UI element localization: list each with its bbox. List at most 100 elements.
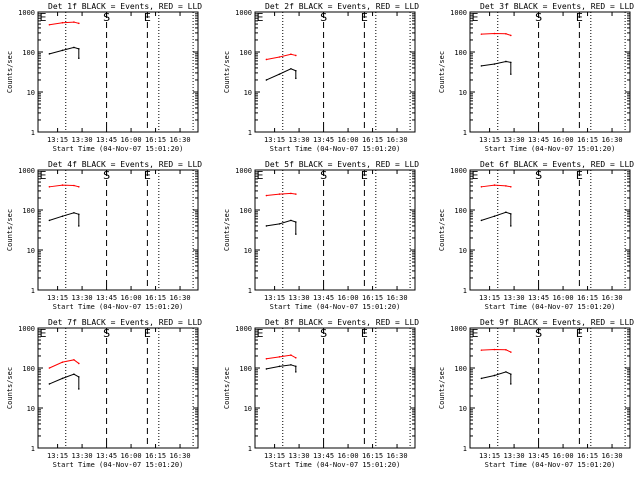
plot-frame	[469, 327, 631, 449]
data-point	[493, 63, 496, 65]
series-lld	[49, 359, 80, 369]
marker-label-E: E	[361, 169, 368, 182]
data-point	[48, 186, 51, 188]
series-events	[49, 46, 80, 59]
data-point	[510, 186, 512, 188]
marker-label-E-left: E	[472, 11, 479, 24]
data-point	[73, 184, 75, 187]
data-point	[265, 225, 268, 227]
marker-label-E: E	[361, 327, 368, 340]
x-tick-label: 16:00	[553, 136, 574, 144]
data-point	[480, 65, 483, 67]
y-tick-label: 1000	[235, 325, 252, 333]
y-tick-label: 10	[27, 405, 35, 413]
y-axis-label: Counts/sec	[438, 209, 446, 251]
series-lld	[481, 33, 511, 36]
x-tick-label: 16:30	[602, 294, 623, 302]
data-point	[78, 362, 80, 365]
y-tick-label: 10	[459, 89, 467, 97]
y-tick-label: 1000	[235, 167, 252, 175]
data-point	[290, 219, 292, 222]
data-point	[78, 48, 80, 50]
marker-label-S: S	[103, 327, 110, 340]
data-point	[265, 357, 268, 360]
x-tick-label: 13:30	[504, 452, 525, 460]
x-tick-label: 13:15	[479, 452, 500, 460]
y-tick-label: 1000	[18, 325, 35, 333]
panel-det-2: Det 2f BLACK = Events, RED = LLD 1 10 100 10…	[223, 2, 419, 153]
y-tick-label: 1000	[450, 325, 467, 333]
panel-det-5: Det 5f BLACK = Events, RED = LLD 1 10 100 10…	[223, 160, 419, 311]
y-tick-label: 1	[248, 287, 252, 295]
x-axis-label: Start Time (04-Nov-07 15:01:20)	[53, 303, 184, 311]
marker-label-S: S	[320, 11, 327, 24]
data-point	[493, 215, 496, 217]
plot-frame	[37, 327, 199, 449]
x-tick-label: 13:45	[313, 136, 334, 144]
data-point	[295, 356, 297, 359]
marker-label-E-left: E	[257, 11, 264, 24]
data-point	[493, 348, 496, 351]
data-point	[78, 225, 80, 227]
series-lld	[49, 184, 79, 188]
x-tick-label: 16:30	[170, 452, 191, 460]
y-tick-label: 10	[244, 405, 252, 413]
x-tick-label: 13:45	[528, 452, 549, 460]
x-tick-label: 16:00	[121, 452, 142, 460]
data-point	[510, 34, 512, 37]
x-tick-label: 16:15	[145, 294, 166, 302]
x-tick-label: 16:15	[577, 452, 598, 460]
y-tick-label: 1000	[18, 9, 35, 17]
series-events	[266, 219, 297, 235]
data-point	[290, 192, 292, 195]
data-point	[480, 219, 483, 222]
x-tick-label: 16:00	[553, 294, 574, 302]
y-tick-label: 100	[22, 365, 35, 373]
x-tick-label: 16:30	[387, 136, 408, 144]
plot-frame	[254, 11, 416, 133]
panel-det-6: Det 6f BLACK = Events, RED = LLD 1 10 100 10…	[438, 160, 634, 311]
marker-label-S: S	[103, 169, 110, 182]
y-tick-label: 1000	[18, 167, 35, 175]
y-tick-label: 100	[22, 207, 35, 215]
y-tick-label: 1	[463, 287, 467, 295]
plot-frame	[37, 11, 199, 133]
y-axis-label: Counts/sec	[6, 51, 14, 93]
marker-label-S: S	[320, 327, 327, 340]
y-tick-label: 1	[31, 445, 35, 453]
x-tick-label: 13:30	[289, 294, 310, 302]
data-point	[505, 33, 507, 35]
data-point	[505, 185, 507, 187]
marker-label-E-left: E	[40, 327, 47, 340]
x-tick-label: 13:45	[96, 294, 117, 302]
data-point	[61, 215, 64, 217]
panel-det-9: Det 9f BLACK = Events, RED = LLD 1 10 100 10…	[438, 318, 634, 469]
data-point	[278, 193, 281, 195]
panel-det-8: Det 8f BLACK = Events, RED = LLD 1 10 100 10…	[223, 318, 419, 469]
y-tick-label: 1000	[450, 167, 467, 175]
marker-label-E: E	[144, 169, 151, 182]
x-tick-label: 13:15	[479, 136, 500, 144]
data-point	[73, 21, 75, 23]
panel-title: Det 9f BLACK = Events, RED = LLD	[480, 318, 634, 327]
marker-label-E: E	[361, 11, 368, 24]
plot-frame	[254, 169, 416, 291]
y-tick-label: 10	[244, 247, 252, 255]
panel-title: Det 3f BLACK = Events, RED = LLD	[480, 2, 634, 11]
y-axis-label: Counts/sec	[6, 209, 14, 251]
y-axis-label: Counts/sec	[223, 51, 231, 93]
data-point	[295, 54, 297, 57]
data-point	[480, 377, 483, 380]
panel-title: Det 7f BLACK = Events, RED = LLD	[48, 318, 202, 327]
x-tick-label: 13:30	[289, 452, 310, 460]
data-point	[61, 377, 64, 380]
marker-label-E: E	[576, 11, 583, 24]
x-tick-label: 16:15	[145, 136, 166, 144]
y-axis-label: Counts/sec	[6, 367, 14, 409]
x-tick-label: 13:45	[313, 294, 334, 302]
panel-title: Det 5f BLACK = Events, RED = LLD	[265, 160, 419, 169]
data-point	[48, 219, 51, 222]
y-axis-label: Counts/sec	[223, 367, 231, 409]
panel-det-3: Det 3f BLACK = Events, RED = LLD 1 10 100 10…	[438, 2, 634, 153]
data-point	[265, 368, 268, 370]
